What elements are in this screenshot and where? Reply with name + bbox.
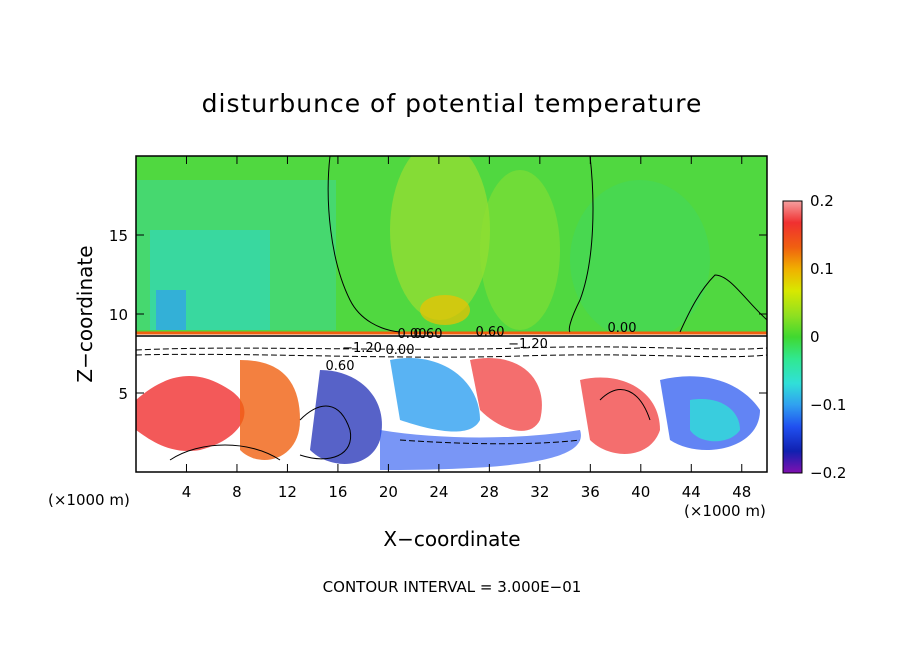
x-tick-label: 36 (581, 483, 600, 501)
x-tick-label: 44 (682, 483, 701, 501)
colorbar: 0.2 0.1 0 −0.1 −0.2 (782, 192, 846, 482)
x-tick-label: 28 (480, 483, 499, 501)
contour-interval-note: CONTOUR INTERVAL = 3.000E−01 (323, 578, 582, 596)
y-tick-label: 5 (118, 385, 128, 403)
colorbar-ticks: 0.2 0.1 0 −0.1 −0.2 (810, 192, 846, 482)
x-tick-label: 16 (328, 483, 347, 501)
colorbar-tick-label: 0.2 (810, 192, 834, 210)
contour-label: −1.20 (342, 341, 382, 356)
x-unit-left: (×1000 m) (48, 491, 130, 509)
contour-label: −1.20 (508, 337, 548, 352)
heatmap-field (136, 156, 767, 472)
x-tick-label: 48 (732, 483, 751, 501)
x-tick-label: 20 (379, 483, 398, 501)
y-axis: 5 10 15 (109, 227, 767, 403)
y-tick-label: 10 (109, 306, 128, 324)
colorbar-tick-label: −0.2 (810, 464, 846, 482)
contour-labels: 0.00 0.60 0.60 0.00 −1.20 0.00 −1.20 0.6… (326, 321, 637, 374)
y-tick-label: 15 (109, 227, 128, 245)
x-tick-label: 4 (182, 483, 192, 501)
contour-label: 0.00 (608, 321, 637, 336)
contour-label: 0.60 (326, 359, 355, 374)
contour-label: 0.60 (414, 327, 443, 342)
x-tick-label: 32 (530, 483, 549, 501)
x-axis: 4 8 12 16 20 24 28 32 36 40 44 48 (182, 156, 751, 501)
x-axis-label: X−coordinate (383, 527, 520, 551)
x-tick-label: 8 (232, 483, 242, 501)
contour-label: 0.60 (476, 325, 505, 340)
x-tick-label: 12 (278, 483, 297, 501)
colorbar-tick-label: −0.1 (810, 396, 846, 414)
chart-title: disturbunce of potential temperature (202, 89, 703, 118)
colorbar-tick-label: 0 (810, 328, 820, 346)
x-tick-label: 24 (429, 483, 448, 501)
contour-label: 0.00 (398, 327, 427, 342)
x-unit-right: (×1000 m) (684, 502, 766, 520)
colorbar-tick-label: 0.1 (810, 260, 834, 278)
y-axis-label: Z−coordinate (73, 245, 97, 382)
contour-label: 0.00 (386, 343, 415, 358)
x-tick-label: 40 (631, 483, 650, 501)
colorbar-scale (782, 200, 803, 474)
